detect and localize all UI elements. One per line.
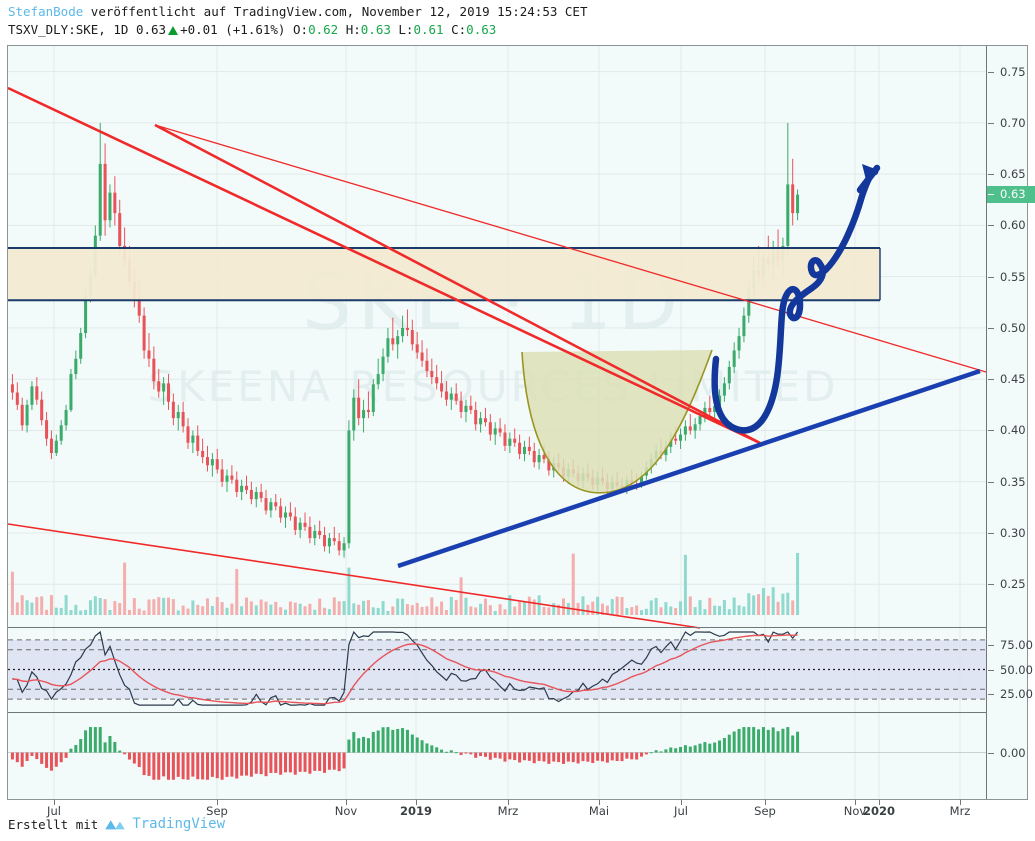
close-label: C:	[451, 22, 467, 37]
high-label: H:	[345, 22, 361, 37]
date-axis-tick	[681, 800, 682, 805]
date-axis-tick	[416, 800, 417, 805]
price-axis-label: 0.50	[1000, 320, 1026, 335]
price-axis-tick	[988, 430, 994, 432]
price-axis-tick	[988, 174, 994, 176]
price-axis-divider	[986, 46, 987, 799]
date-axis-tick	[508, 800, 509, 805]
macd-axis-tick	[988, 752, 994, 754]
date-axis-tick	[599, 800, 600, 805]
date-axis[interactable]: Jul Sep Nov 2019 Mrz Mai Jul Sep Nov 2020 Mrz	[8, 800, 1027, 822]
tradingview-logo-icon	[104, 817, 126, 832]
close-value: 0.63	[466, 22, 497, 37]
ticker-last-price: 0.63	[135, 22, 167, 37]
date-axis-tick	[960, 800, 961, 805]
publish-header: StefanBode veröffentlicht auf TradingVie…	[8, 4, 587, 19]
price-tag-nib	[988, 194, 994, 196]
date-axis-label: Nov	[843, 804, 867, 818]
date-axis-label: Mai	[588, 804, 610, 818]
price-axis-label: 0.60	[1000, 218, 1026, 233]
rsi-axis-label: 50.00	[1000, 662, 1033, 677]
footer-attribution: Erstellt mit TradingView	[8, 816, 225, 832]
date-axis-tick	[217, 800, 218, 805]
ticker-change: +0.01	[180, 22, 218, 37]
date-axis-label: Nov	[334, 804, 358, 818]
price-axis-tick	[988, 481, 994, 483]
rsi-axis-label: 75.00	[1000, 637, 1033, 652]
price-axis-tick	[988, 584, 994, 586]
price-axis-tick	[988, 276, 994, 278]
price-axis-label: 0.30	[1000, 525, 1026, 540]
date-axis-tick	[879, 800, 880, 805]
price-axis-tick	[988, 122, 994, 124]
ticker-symbol: TSXV_DLY:SKE,	[8, 22, 106, 37]
date-axis-tick	[765, 800, 766, 805]
price-axis-tick	[988, 379, 994, 381]
price-axis-label: 0.65	[1000, 167, 1026, 182]
footer-made-with-label: Erstellt mit	[8, 816, 99, 832]
date-axis-tick	[346, 800, 347, 805]
rsi-axis-tick	[988, 669, 994, 671]
low-label: L:	[398, 22, 414, 37]
date-axis-label: Mrz	[949, 804, 971, 818]
chart-frame-border	[7, 45, 1028, 800]
tradingview-brand-label[interactable]: TradingView	[132, 816, 226, 832]
price-axis-tick	[988, 327, 994, 329]
date-axis-label: Jul	[674, 804, 688, 818]
up-triangle-icon	[168, 26, 179, 35]
open-value: 0.62	[308, 22, 339, 37]
date-axis-tick	[54, 800, 55, 805]
rsi-axis-tick	[988, 694, 994, 696]
low-value: 0.61	[413, 22, 444, 37]
pane-separator-rsi	[8, 627, 986, 628]
author-name: StefanBode	[8, 4, 84, 19]
date-axis-label: 2020	[862, 804, 896, 818]
ticker-change-percent: (+1.61%)	[225, 22, 286, 37]
price-axis-label: 0.75	[1000, 64, 1026, 79]
price-axis[interactable]: 0.75 0.70 0.65 0.60 0.55 0.50 0.45 0.40 0.35 0.30…	[987, 46, 1035, 799]
ticker-legend: TSXV_DLY:SKE, 1D 0.63 +0.01 (+1.61%) O:0.…	[8, 22, 496, 37]
current-price-tag[interactable]: 0.63	[987, 186, 1035, 204]
price-axis-tick	[988, 532, 994, 534]
price-axis-label: 0.40	[1000, 423, 1026, 438]
ticker-interval: 1D	[113, 22, 129, 37]
date-axis-label: Sep	[754, 804, 776, 818]
price-axis-tick	[988, 71, 994, 73]
macd-axis-label: 0.00	[1000, 745, 1026, 760]
high-value: 0.63	[360, 22, 391, 37]
rsi-axis-tick	[988, 644, 994, 646]
price-axis-label: 0.25	[1000, 577, 1026, 592]
publish-meta: veröffentlicht auf TradingView.com, Nove…	[83, 4, 588, 19]
date-axis-tick	[855, 800, 856, 805]
price-axis-tick	[988, 225, 994, 227]
date-axis-label: Mrz	[497, 804, 519, 818]
date-axis-label: 2019	[399, 804, 433, 818]
date-axis-label: Jul	[47, 804, 61, 818]
price-axis-label: 0.45	[1000, 372, 1026, 387]
price-axis-label: 0.35	[1000, 474, 1026, 489]
price-axis-label: 0.70	[1000, 115, 1026, 130]
open-label: O:	[293, 22, 309, 37]
date-axis-label: Sep	[206, 804, 228, 818]
price-axis-label: 0.55	[1000, 269, 1026, 284]
pane-separator-macd	[8, 712, 986, 713]
rsi-axis-label: 25.00	[1000, 687, 1033, 702]
